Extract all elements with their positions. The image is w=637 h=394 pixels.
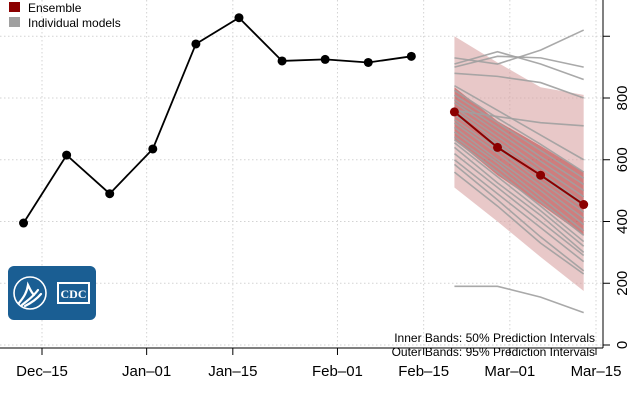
grid [0, 0, 603, 348]
individual-model-line [453, 131, 585, 232]
individual-model-line [453, 163, 585, 272]
observed-layer [19, 13, 416, 228]
y-tick-label: 200 [614, 271, 631, 296]
individual-model-line [453, 142, 585, 247]
individual-model-line [454, 84, 585, 161]
cdc-logo: CDC [8, 266, 96, 320]
legend-swatch-ensemble [9, 2, 20, 12]
band-95 [454, 36, 584, 291]
ensemble-point [449, 107, 459, 117]
observed-point [191, 39, 201, 49]
individual-model-line [453, 146, 585, 253]
individual-model-line [454, 109, 584, 127]
hhs-eagle-icon [13, 276, 47, 310]
annotation-inner-bands: Inner Bands: 50% Prediction Intervals [394, 331, 595, 345]
x-tick-label: Dec–15 [16, 363, 68, 380]
legend-label-ensemble: Ensemble [28, 1, 82, 15]
x-tick-label: Jan–15 [208, 363, 257, 380]
individual-model-line [453, 126, 585, 226]
observed-point [234, 13, 244, 23]
individual-model-line [453, 106, 585, 198]
annotation-outer-bands: Outer Bands: 95% Prediction Intervals [392, 345, 595, 359]
y-tick-label: 0 [614, 341, 631, 349]
x-tick-label: Mar–01 [484, 363, 535, 380]
y-tick-label: 600 [614, 147, 631, 172]
y-tick-label: 400 [614, 209, 631, 234]
individual-model-line [453, 109, 585, 204]
band-95-layer [454, 36, 584, 291]
observed-point [363, 57, 373, 67]
x-tick-label: Feb–01 [312, 363, 363, 380]
individual-model-line [453, 89, 585, 173]
logo-background [8, 266, 96, 320]
legend-label-individual-models: Individual models [28, 16, 121, 30]
cdc-logo-text: CDC [61, 287, 87, 301]
legend: Ensemble Individual models [9, 1, 121, 30]
x-tick-label: Mar–15 [571, 363, 622, 380]
observed-line [22, 16, 412, 224]
legend-swatch-individual-models [9, 17, 20, 27]
ensemble-point [579, 200, 589, 210]
observed-point [19, 218, 29, 228]
individual-model-line [453, 135, 585, 237]
ensemble-line [453, 111, 585, 206]
individual-models-layer [453, 29, 585, 314]
individual-model-line [453, 94, 585, 179]
observed-point [148, 144, 158, 154]
individual-model-line [454, 29, 585, 65]
observed-point [320, 54, 330, 64]
ensemble-point [493, 142, 503, 152]
y-tick-label: 800 [614, 85, 631, 110]
observed-point [62, 150, 72, 160]
ensemble-layer [449, 107, 589, 210]
individual-model-line [453, 159, 585, 263]
axes: Dec–15 Jan–01 Jan–15 Feb–01 Feb–15 Mar–01 Mar–… [0, 0, 631, 380]
individual-model-line [454, 285, 584, 314]
individual-model-line [453, 171, 585, 275]
ensemble-point [536, 170, 546, 180]
individual-model-line [453, 118, 585, 213]
observed-point [277, 56, 287, 66]
observed-point [105, 189, 115, 199]
individual-model-line [453, 139, 585, 243]
x-tick-label: Jan–01 [122, 363, 171, 380]
individual-model-line [453, 152, 585, 257]
observed-point [406, 51, 416, 61]
individual-model-line [454, 72, 584, 99]
x-tick-label: Feb–15 [398, 363, 449, 380]
annotation: Inner Bands: 50% Prediction Intervals Ou… [392, 331, 595, 359]
individual-model-line [453, 101, 585, 192]
individual-model-line [453, 122, 585, 220]
